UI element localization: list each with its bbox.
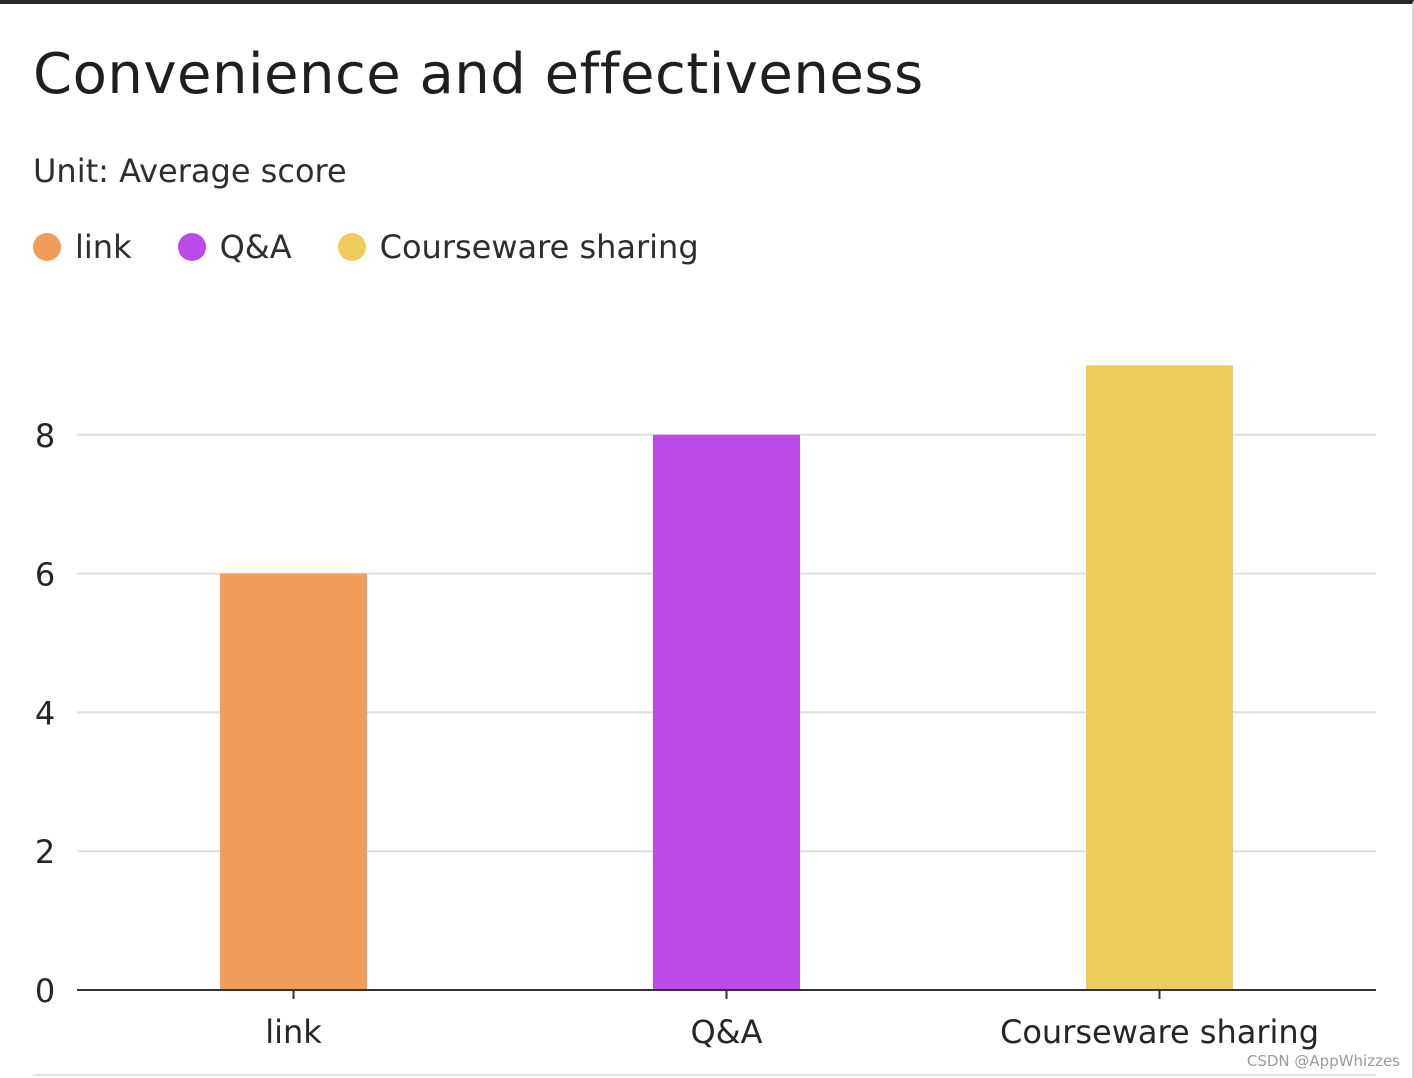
y-tick-label-0: 0 (35, 972, 55, 1010)
x-tick-label-link: link (265, 1013, 322, 1051)
x-axis (77, 989, 1376, 999)
legend-swatch-courseware-sharing (337, 233, 366, 261)
footer-credit: CSDN @AppWhizzes (1246, 1052, 1400, 1070)
x-tick-label-q-a: Q&A (690, 1013, 762, 1051)
y-tick-label-8: 8 (35, 417, 55, 455)
y-tick-label-6: 6 (35, 556, 55, 594)
bar-courseware-sharing[interactable] (1086, 365, 1233, 990)
chart-title: Convenience and effectiveness (33, 42, 924, 107)
chart-legend: link Q&A Courseware sharing (33, 228, 745, 266)
bars (220, 365, 1233, 990)
x-tick-label-courseware-sharing: Courseware sharing (1000, 1013, 1319, 1051)
y-tick-label-2: 2 (35, 833, 55, 871)
legend-label-link: link (75, 228, 132, 266)
legend-item-courseware-sharing[interactable]: Courseware sharing (337, 228, 699, 266)
legend-label-courseware-sharing: Courseware sharing (379, 228, 699, 266)
y-tick-labels: 0 2 4 6 8 (35, 417, 55, 1010)
legend-label-qa: Q&A (219, 228, 292, 266)
legend-swatch-qa (177, 233, 206, 261)
bar-q-a[interactable] (653, 434, 800, 990)
chart-subtitle: Unit: Average score (33, 152, 347, 190)
y-tick-label-4: 4 (35, 694, 55, 732)
legend-swatch-link (33, 233, 61, 261)
x-tick-labels: link Q&A Courseware sharing (265, 1013, 1319, 1051)
legend-item-link[interactable]: link (33, 228, 132, 266)
bar-link[interactable] (220, 573, 367, 990)
legend-item-qa[interactable]: Q&A (177, 228, 292, 266)
